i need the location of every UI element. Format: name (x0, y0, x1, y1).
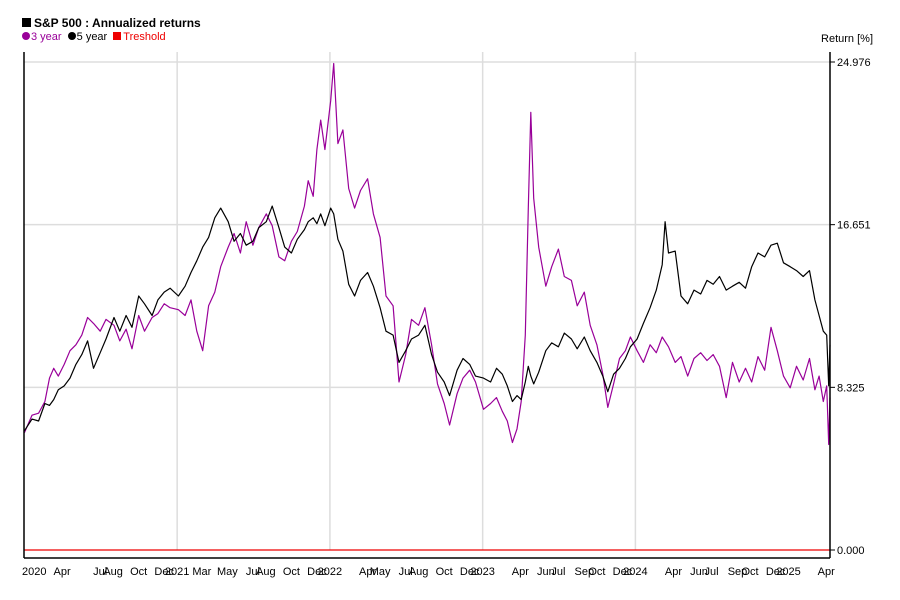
x-tick-label: Jul (399, 566, 413, 578)
y-tick-label: 24.976 (837, 57, 871, 69)
x-tick-label: Dec (154, 566, 174, 578)
chart-title: S&P 500 : Annualized returns (22, 16, 201, 30)
x-tick-label: Jun (537, 566, 555, 578)
x-tick-label: May (370, 566, 391, 578)
legend-dot-icon (67, 32, 76, 40)
x-tick-label: Apr (818, 566, 835, 578)
x-tick-label: Oct (283, 566, 300, 578)
axes (23, 52, 835, 559)
x-tick-label: Aug (103, 566, 123, 578)
gridlines (24, 52, 830, 550)
x-tick-label: Aug (256, 566, 276, 578)
legend-dot-icon (22, 32, 30, 40)
x-tick-label: 2023 (470, 566, 494, 578)
x-tick-label: 2022 (318, 566, 342, 578)
x-tick-label: Mar (192, 566, 211, 578)
y-tick-label: 16.651 (837, 220, 871, 232)
title-square-icon (22, 18, 31, 27)
x-tick-label: Jul (551, 566, 565, 578)
legend-square-icon (113, 32, 122, 40)
legend-label-treshold: Treshold (123, 31, 166, 43)
legend-label-5-year: 5 year (76, 31, 108, 43)
x-tick-label: Jul (705, 566, 719, 578)
legend-label-3-year: 3 year (31, 31, 62, 43)
x-tick-label: Dec (766, 566, 786, 578)
x-tick-label: Oct (436, 566, 453, 578)
legend-item-treshold: Treshold (113, 31, 166, 43)
x-tick-label: Sep (728, 566, 748, 578)
x-tick-label: Oct (588, 566, 605, 578)
x-tick-label: 2021 (165, 566, 189, 578)
x-tick-label: Aug (409, 566, 429, 578)
y-axis-label: Return [%] (821, 33, 873, 45)
x-tick-label: May (217, 566, 238, 578)
x-tick-label: 2025 (776, 566, 800, 578)
y-tick-label: 8.325 (837, 382, 865, 394)
x-tick-label: Jul (246, 566, 260, 578)
x-tick-label: 2020 (22, 566, 46, 578)
x-tick-label: Dec (460, 566, 480, 578)
y-tick-label: 0.000 (837, 545, 865, 557)
x-tick-label: Jul (93, 566, 107, 578)
x-tick-label: Apr (512, 566, 529, 578)
x-tick-label: Oct (130, 566, 147, 578)
x-tick-label: Jun (690, 566, 708, 578)
legend-item-5-year: 5 year (67, 31, 108, 43)
x-tick-label: 2024 (623, 566, 647, 578)
series-line-5-year (23, 205, 831, 432)
series-lines (23, 62, 831, 551)
x-tick-label: Apr (54, 566, 71, 578)
x-tick-label: Dec (613, 566, 633, 578)
legend-item-3-year: 3 year (22, 31, 62, 43)
chart-title-text: S&P 500 : Annualized returns (34, 16, 201, 30)
legend: 3 year 5 year Treshold (22, 31, 169, 43)
x-tick-label: Oct (742, 566, 759, 578)
x-tick-label: Apr (665, 566, 682, 578)
x-tick-label: Sep (575, 566, 595, 578)
x-tick-label: Apr (359, 566, 376, 578)
x-tick-label: Dec (307, 566, 327, 578)
